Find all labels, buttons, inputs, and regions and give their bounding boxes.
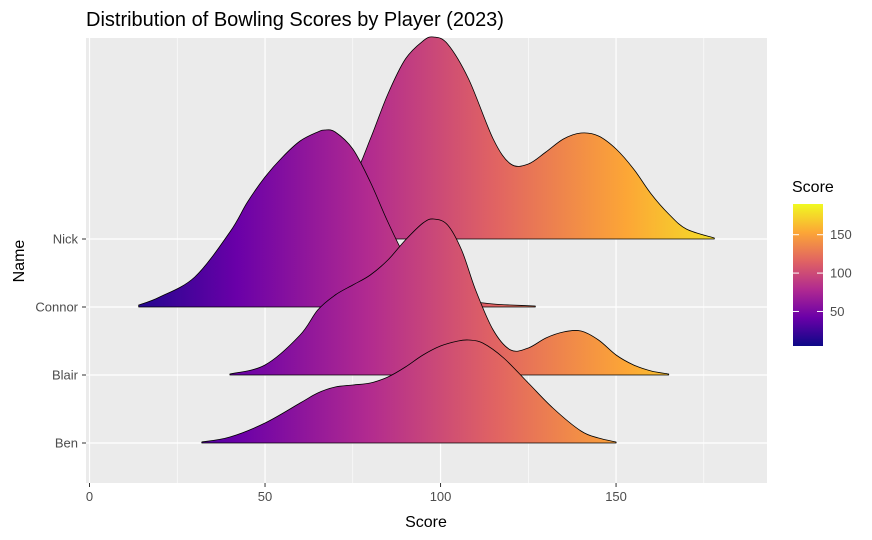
- y-tick-label: Blair: [52, 368, 79, 383]
- chart-title: Distribution of Bowling Scores by Player…: [86, 9, 504, 31]
- legend-ticks: 50 100 150: [793, 227, 852, 319]
- ridge-blair: [229, 218, 670, 376]
- x-tick-label: 0: [86, 489, 93, 504]
- y-tick-label: Ben: [55, 436, 78, 451]
- legend-tick-label: 150: [830, 227, 852, 242]
- x-axis-title: Score: [405, 514, 447, 531]
- x-axis: 0 50 100 150: [86, 483, 627, 504]
- x-tick-label: 150: [605, 489, 627, 504]
- legend-tick-label: 50: [830, 304, 844, 319]
- ridge-ben: [201, 339, 617, 444]
- legend-tick-label: 100: [830, 266, 852, 281]
- x-tick-label: 50: [258, 489, 272, 504]
- ridges: [138, 36, 715, 444]
- y-tick-label: Connor: [35, 300, 78, 315]
- y-axis: Ben Blair Connor Nick: [35, 232, 86, 451]
- legend-colorbar: [793, 204, 823, 346]
- y-axis-title: Name: [11, 240, 28, 283]
- x-tick-label: 100: [430, 489, 452, 504]
- y-tick-label: Nick: [53, 232, 79, 247]
- legend-title: Score: [792, 179, 834, 196]
- color-legend: Score 50 100 150: [792, 179, 852, 346]
